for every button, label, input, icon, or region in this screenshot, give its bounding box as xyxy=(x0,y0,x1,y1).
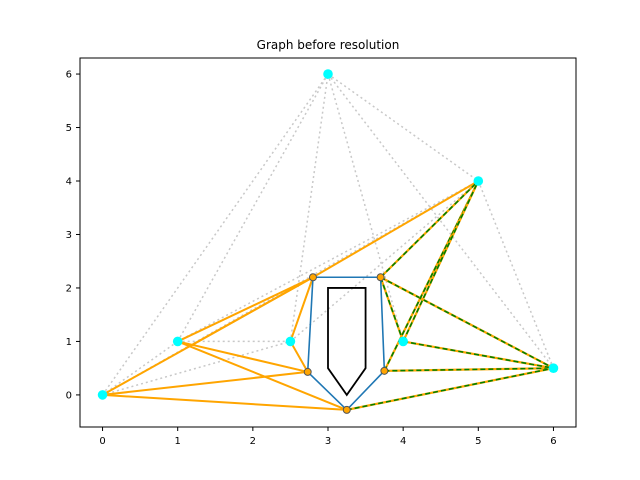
green-edge xyxy=(346,367,554,411)
green-edge xyxy=(379,276,404,342)
x-tick-label: 3 xyxy=(325,436,331,447)
dotted-edge xyxy=(327,73,404,342)
y-tick-label: 6 xyxy=(66,70,72,81)
orange-edge xyxy=(188,276,314,348)
dotted-edge xyxy=(102,340,179,396)
green-edge xyxy=(403,340,554,369)
dotted-edge xyxy=(289,73,329,342)
x-tick-label: 6 xyxy=(550,436,556,447)
node-point xyxy=(285,336,296,347)
x-tick-label: 2 xyxy=(250,436,256,447)
orange-edge xyxy=(102,393,347,411)
node-point xyxy=(473,176,484,186)
x-tick-label: 1 xyxy=(175,436,181,447)
dotted-edge xyxy=(327,73,479,182)
y-tick-label: 4 xyxy=(66,177,72,188)
green-edge xyxy=(380,276,554,369)
x-tick-label: 0 xyxy=(99,436,105,447)
dotted-edge xyxy=(177,73,329,342)
orange-edge xyxy=(102,370,308,396)
green-edge xyxy=(384,367,554,372)
dotted-edge xyxy=(327,73,555,369)
axes: 0 1 2 3 4 5 6 0 1 2 3 4 5 6 xyxy=(66,57,577,447)
x-tick-label: 5 xyxy=(475,436,481,447)
node-point xyxy=(97,390,108,400)
x-tick-label: 4 xyxy=(400,436,406,447)
green-edge xyxy=(402,180,480,342)
dotted-edge xyxy=(177,180,479,343)
node-point xyxy=(172,336,183,347)
orange-edge xyxy=(289,340,309,373)
dotted-edge xyxy=(477,180,555,369)
node-point xyxy=(398,336,408,347)
node-point xyxy=(323,69,333,79)
hull-vertex-point xyxy=(303,367,312,376)
orange-edge xyxy=(177,276,314,343)
orange-edge xyxy=(177,340,348,411)
orange-edge xyxy=(289,276,314,342)
hull-vertex-point xyxy=(380,366,389,375)
orange-edge xyxy=(312,180,479,279)
y-tick-label: 2 xyxy=(66,283,72,294)
orange-edge xyxy=(177,340,308,373)
hull-polygon xyxy=(306,276,386,412)
plot-area xyxy=(97,69,559,414)
hull-vertex-point xyxy=(308,273,317,282)
dotted-edge xyxy=(101,73,329,396)
green-edge xyxy=(380,180,479,278)
dotted-edge xyxy=(289,180,479,343)
y-tick-label: 0 xyxy=(66,390,72,401)
node-point xyxy=(548,363,559,373)
chart-title: Graph before resolution xyxy=(257,38,400,52)
y-tick-label: 3 xyxy=(66,230,72,241)
hull-vertex-point xyxy=(342,405,351,414)
obstacle-polygon xyxy=(327,287,367,397)
y-tick-label: 5 xyxy=(66,123,72,134)
hull-vertex-point xyxy=(376,273,385,282)
y-tick-label: 1 xyxy=(66,337,72,348)
